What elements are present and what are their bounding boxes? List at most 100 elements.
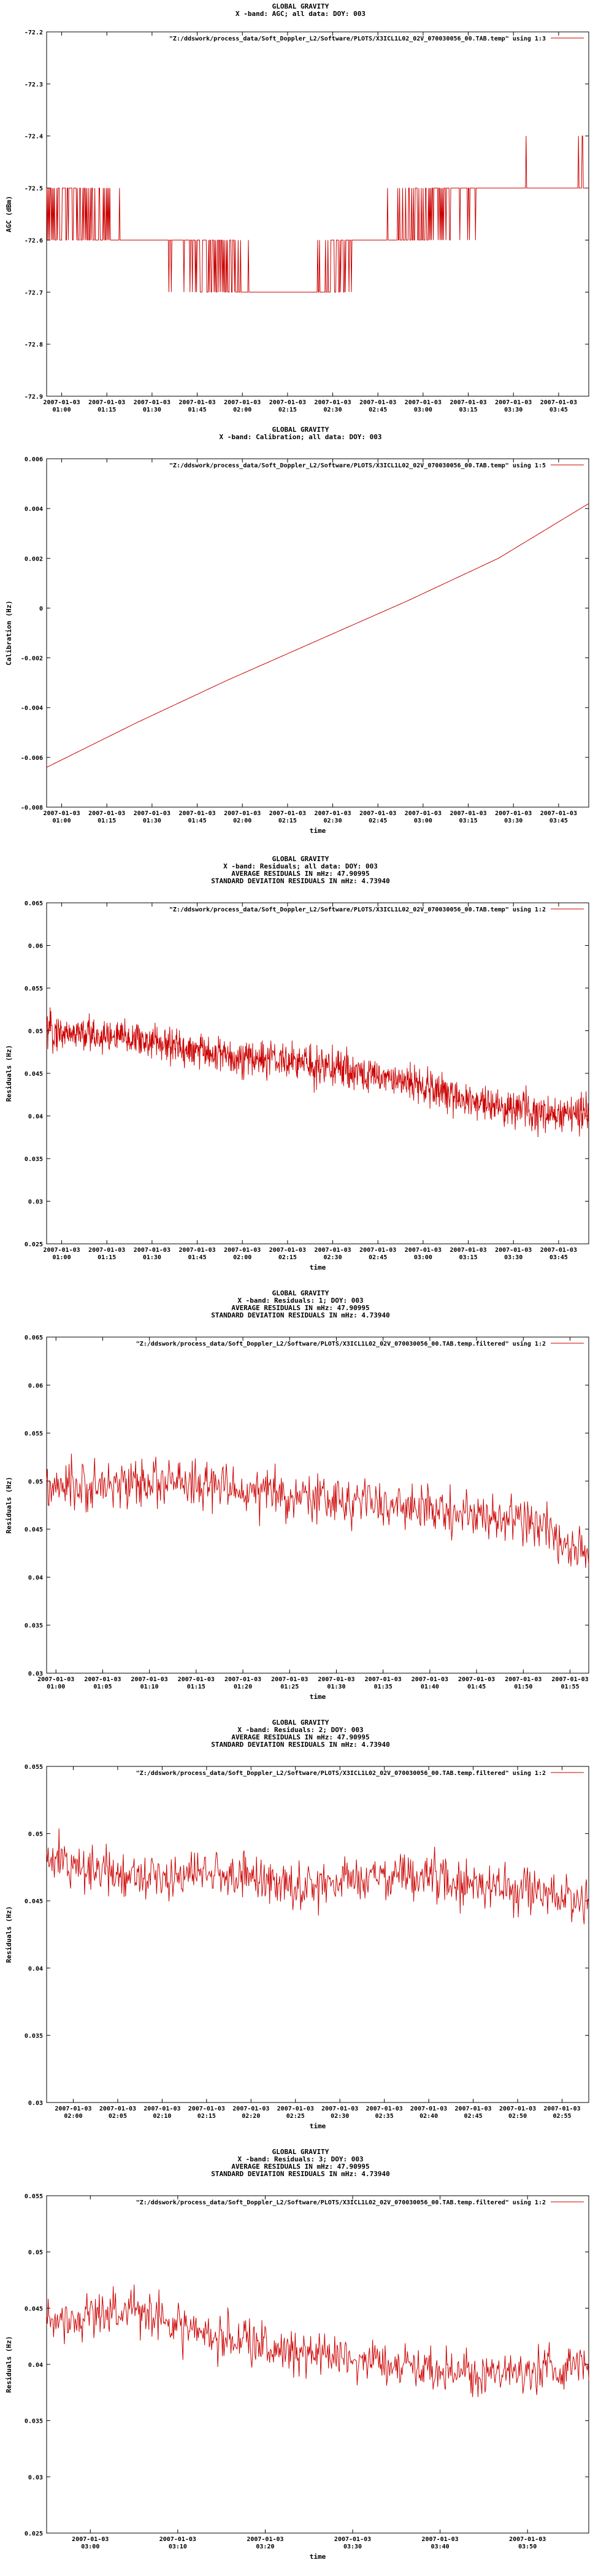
- x-tick-time: 01:30: [327, 1684, 345, 1690]
- x-tick-time: 01:20: [234, 1684, 252, 1690]
- chart-title-line: GLOBAL GRAVITY: [272, 2, 329, 10]
- y-tick-label: -72.2: [25, 29, 43, 36]
- chart-title-line: GLOBAL GRAVITY: [272, 855, 329, 863]
- x-tick-time: 02:30: [324, 1254, 342, 1261]
- series-line: [46, 1007, 589, 1138]
- chart-title-line: X -band: Calibration; all data: DOY: 003: [220, 433, 382, 441]
- y-tick-label: 0.035: [25, 1623, 43, 1630]
- x-axis-label: time: [310, 2122, 326, 2130]
- x-tick-date: 2007-01-03: [178, 810, 215, 817]
- chart-title-line: GLOBAL GRAVITY: [272, 2148, 329, 2156]
- y-tick-label: 0.05: [28, 1479, 43, 1485]
- x-tick-date: 2007-01-03: [269, 1247, 306, 1254]
- x-tick-time: 02:25: [286, 2113, 305, 2120]
- x-axis-label: time: [310, 1263, 326, 1271]
- x-tick-date: 2007-01-03: [43, 399, 80, 406]
- x-tick-time: 01:55: [561, 1684, 579, 1690]
- x-tick-time: 01:00: [53, 1254, 71, 1261]
- x-tick-time: 01:50: [514, 1684, 532, 1690]
- legend-label: "Z:/ddswork/process_data/Soft_Doppler_L2…: [136, 2199, 546, 2206]
- x-tick-date: 2007-01-03: [224, 810, 261, 817]
- x-tick-date: 2007-01-03: [405, 1247, 442, 1254]
- y-tick-label: 0.045: [25, 1898, 43, 1905]
- x-tick-date: 2007-01-03: [359, 399, 396, 406]
- x-tick-time: 02:30: [324, 407, 342, 413]
- x-tick-date: 2007-01-03: [144, 2106, 180, 2112]
- chart-panel-4: GLOBAL GRAVITY X -band: Residuals: 1; DOY…: [0, 1287, 601, 1716]
- x-tick-time: 01:45: [188, 818, 207, 824]
- x-tick-date: 2007-01-03: [540, 399, 577, 406]
- x-tick-time: 03:00: [414, 407, 432, 413]
- y-axis-label: AGC (dBm): [5, 196, 13, 232]
- x-tick-time: 01:10: [140, 1684, 159, 1690]
- x-tick-time: 01:15: [98, 1254, 116, 1261]
- chart-title-line: X -band: Residuals: 2; DOY: 003: [237, 1726, 363, 1734]
- x-tick-time: 02:40: [419, 2113, 438, 2120]
- x-tick-time: 01:40: [421, 1684, 439, 1690]
- legend-label: "Z:/ddswork/process_data/Soft_Doppler_L2…: [169, 906, 546, 913]
- y-tick-label: 0.002: [25, 556, 43, 562]
- x-tick-time: 03:00: [414, 1254, 432, 1261]
- x-tick-time: 02:15: [278, 818, 297, 824]
- x-tick-date: 2007-01-03: [131, 1676, 168, 1683]
- chart-title-line: STANDARD DEVIATION RESIDUALS IN mHz: 4.7…: [211, 877, 389, 885]
- x-tick-date: 2007-01-03: [224, 399, 261, 406]
- x-tick-date: 2007-01-03: [499, 2106, 536, 2112]
- chart-panel-5: GLOBAL GRAVITY X -band: Residuals: 2; DOY…: [0, 1716, 601, 2145]
- y-tick-label: -72.4: [25, 134, 43, 140]
- legend-label: "Z:/ddswork/process_data/Soft_Doppler_L2…: [136, 1340, 546, 1347]
- x-tick-date: 2007-01-03: [277, 2106, 314, 2112]
- x-tick-time: 01:45: [188, 407, 207, 413]
- plot-frame: [46, 2195, 589, 2534]
- chart-title-line: AVERAGE RESIDUALS IN mHz: 47.90995: [231, 1733, 369, 1741]
- x-tick-date: 2007-01-03: [271, 1676, 308, 1683]
- x-tick-date: 2007-01-03: [450, 399, 486, 406]
- x-tick-date: 2007-01-03: [543, 2106, 580, 2112]
- x-tick-time: 03:15: [459, 407, 478, 413]
- y-tick-label: 0.06: [28, 943, 43, 950]
- x-tick-time: 01:30: [143, 1254, 161, 1261]
- x-tick-date: 2007-01-03: [178, 1676, 215, 1683]
- y-tick-label: -0.002: [21, 656, 43, 662]
- x-tick-date: 2007-01-03: [269, 399, 306, 406]
- chart-title-line: STANDARD DEVIATION RESIDUALS IN mHz: 4.7…: [211, 2170, 389, 2178]
- plot-frame: [46, 31, 589, 397]
- chart-title-line: X -band: Residuals: 3; DOY: 003: [237, 2155, 363, 2163]
- y-axis-label: Residuals (Hz): [5, 1045, 13, 1102]
- x-tick-date: 2007-01-03: [99, 2106, 136, 2112]
- chart-title-line: STANDARD DEVIATION RESIDUALS IN mHz: 4.7…: [211, 1741, 389, 1749]
- x-tick-time: 01:00: [53, 818, 71, 824]
- plot-frame: [46, 458, 589, 808]
- x-tick-time: 01:45: [467, 1684, 486, 1690]
- x-tick-time: 03:45: [549, 1254, 568, 1261]
- y-tick-label: -72.5: [25, 186, 43, 193]
- x-tick-date: 2007-01-03: [247, 2536, 283, 2543]
- x-tick-time: 01:30: [143, 818, 161, 824]
- plot-frame: [46, 902, 589, 1244]
- x-tick-date: 2007-01-03: [495, 399, 532, 406]
- x-tick-time: 02:30: [324, 818, 342, 824]
- y-tick-label: 0.045: [25, 1527, 43, 1533]
- y-tick-label: 0.04: [28, 2362, 43, 2369]
- y-axis-label: Residuals (Hz): [5, 2336, 13, 2393]
- x-tick-time: 01:15: [98, 407, 116, 413]
- x-tick-date: 2007-01-03: [495, 810, 532, 817]
- chart-panel-3: GLOBAL GRAVITY X -band: Residuals; all da…: [0, 853, 601, 1287]
- x-tick-date: 2007-01-03: [318, 1676, 354, 1683]
- chart-title-line: GLOBAL GRAVITY: [272, 1719, 329, 1727]
- x-tick-time: 02:05: [109, 2113, 127, 2120]
- y-tick-label: 0.04: [28, 1574, 43, 1581]
- x-tick-time: 02:00: [233, 407, 251, 413]
- chart-title-line: X -band: AGC; all data: DOY: 003: [235, 10, 366, 18]
- x-tick-time: 01:35: [374, 1684, 392, 1690]
- x-tick-date: 2007-01-03: [365, 1676, 402, 1683]
- y-tick-label: 0.055: [25, 1764, 43, 1771]
- y-tick-label: 0.065: [25, 1335, 43, 1341]
- x-tick-time: 02:45: [369, 407, 387, 413]
- x-tick-date: 2007-01-03: [37, 1676, 74, 1683]
- x-tick-date: 2007-01-03: [314, 1247, 351, 1254]
- x-tick-time: 03:20: [256, 2543, 274, 2550]
